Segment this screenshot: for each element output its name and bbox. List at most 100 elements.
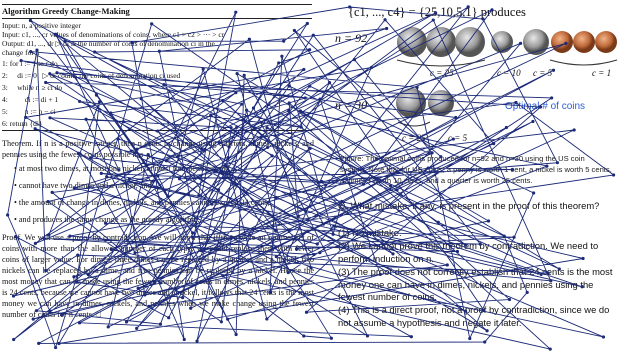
scribble-dot xyxy=(456,250,459,253)
scribble-dot xyxy=(151,180,154,183)
scribble-dot xyxy=(159,281,162,284)
scribble-dot xyxy=(12,294,15,297)
scribble-dot xyxy=(32,317,35,320)
scribble-dot xyxy=(503,234,506,237)
scribble-dot xyxy=(511,168,514,171)
scribble-dot xyxy=(430,151,433,154)
scribble-dot xyxy=(130,149,133,152)
scribble-dot xyxy=(362,183,365,186)
scribble-dot xyxy=(309,147,312,150)
scribble-dot xyxy=(46,200,49,203)
scribble-dot xyxy=(268,291,271,294)
scribble-dot xyxy=(34,127,37,130)
page: {"algorithm": { "title": "Algorithm Gree… xyxy=(0,0,621,360)
scribble-dot xyxy=(340,200,343,203)
scribble-dot xyxy=(181,296,184,299)
scribble-dot xyxy=(519,42,522,45)
scribble-dot xyxy=(87,186,90,189)
scribble-dot xyxy=(302,334,305,337)
scribble-dot xyxy=(383,18,386,21)
scribble-dot xyxy=(191,231,194,234)
scribble-dot xyxy=(312,34,315,37)
scribble-dot xyxy=(280,55,283,58)
scribble-dot xyxy=(109,111,112,114)
scribble-dot xyxy=(167,316,170,319)
scribble-dot xyxy=(159,322,162,325)
scribble-dot xyxy=(282,40,285,43)
scribble-dot xyxy=(140,97,143,100)
scribble-dot xyxy=(308,84,311,87)
scribble-dot xyxy=(297,214,300,217)
scribble-dot xyxy=(550,96,553,99)
scribble-dot xyxy=(35,49,38,52)
scribble-dot xyxy=(304,210,307,213)
scribble-dot xyxy=(312,253,315,256)
scribble-dot xyxy=(224,165,227,168)
scribble-dot xyxy=(63,40,66,43)
scribble-dot xyxy=(78,321,81,324)
scribble-dot xyxy=(158,201,161,204)
scribble-dot xyxy=(197,194,200,197)
scribble-dot xyxy=(467,5,470,8)
scribble-dot xyxy=(200,147,203,150)
scribble-dot xyxy=(464,243,467,246)
scribble-dot xyxy=(143,293,146,296)
scribble-dot xyxy=(416,86,419,89)
scribble-dot xyxy=(183,338,186,341)
scribble-dot xyxy=(29,19,32,22)
scribble-dot xyxy=(191,236,194,239)
scribble-dot xyxy=(48,309,51,312)
scribble-dot xyxy=(220,320,223,323)
scribble-dot xyxy=(293,29,296,32)
scribble-dot xyxy=(93,50,96,53)
scribble-dot xyxy=(512,236,515,239)
scribble-dot xyxy=(427,152,430,155)
scribble-dot xyxy=(42,237,45,240)
scribble-dot xyxy=(236,72,239,75)
scribble-dot xyxy=(84,118,87,121)
scribble-dot xyxy=(166,194,169,197)
scribble-dot xyxy=(133,251,136,254)
scribble-dot xyxy=(490,8,493,11)
scribble-dot xyxy=(200,249,203,252)
scribble-dot xyxy=(34,242,37,245)
scribble-dot xyxy=(72,275,75,278)
scribble xyxy=(8,7,614,349)
scribble-dot xyxy=(331,233,334,236)
scribble-dot xyxy=(275,196,278,199)
scribble-dot xyxy=(310,266,313,269)
scribble-dot xyxy=(434,11,437,14)
scribble-dot xyxy=(549,347,552,350)
scribble-dot xyxy=(446,263,449,266)
scribble-dot xyxy=(305,311,308,314)
scribble-dot xyxy=(547,271,550,274)
scribble-dot xyxy=(302,68,305,71)
scribble-dot xyxy=(581,257,584,260)
scribble-dot xyxy=(514,101,517,104)
scribble-dot xyxy=(55,71,58,74)
scribble-dot xyxy=(556,161,559,164)
scribble-dot xyxy=(306,230,309,233)
scribble-dot xyxy=(389,184,392,187)
scribble-dot xyxy=(105,175,108,178)
scribble-dot xyxy=(47,233,50,236)
scribble-dot xyxy=(174,288,177,291)
scribble-dot xyxy=(214,169,217,172)
scribble-dot xyxy=(531,120,534,123)
scribble-dot xyxy=(532,191,535,194)
scribble-dot xyxy=(117,137,120,140)
scribble-dot xyxy=(299,109,302,112)
scribble-dot xyxy=(295,247,298,250)
scribble-dot xyxy=(481,17,484,20)
scribble-dot xyxy=(76,253,79,256)
scribble-dot xyxy=(217,188,220,191)
scribble-dot xyxy=(228,145,231,148)
scribble-dot xyxy=(505,126,508,129)
scribble-dot xyxy=(130,41,133,44)
scribble-dot xyxy=(318,251,321,254)
scribble-dot xyxy=(439,155,442,158)
scribble-dot xyxy=(150,22,153,25)
scribble-dot xyxy=(128,177,131,180)
scribble-dot xyxy=(78,100,81,103)
scribble-dot xyxy=(210,202,213,205)
